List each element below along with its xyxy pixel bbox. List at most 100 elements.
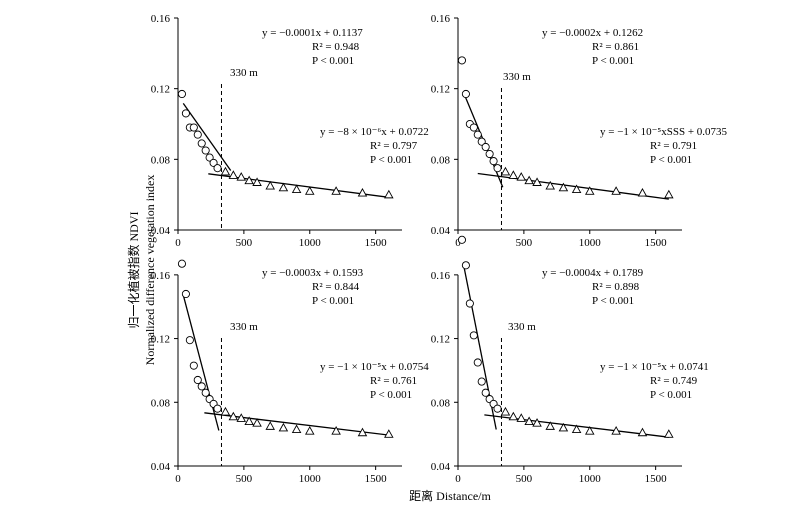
- equation-eq1-line1: y = −0.0001x + 0.1137: [262, 27, 363, 39]
- equation-eq1-r2: R² = 0.898: [592, 281, 640, 293]
- equation-eq2-line1: y = −1 × 10⁻⁵x + 0.0754: [320, 361, 429, 373]
- data-point-circle: [177, 89, 187, 99]
- data-point-triangle: [584, 426, 595, 435]
- data-point-circle: [473, 130, 482, 139]
- x-tick-label: 500: [236, 473, 253, 485]
- equation-eq2-r2: R² = 0.749: [650, 375, 698, 387]
- equation-eq1-p: P < 0.001: [312, 295, 354, 307]
- data-point-circle: [201, 146, 210, 155]
- data-point-triangle: [228, 170, 239, 179]
- x-tick-label: 0: [455, 473, 461, 485]
- equation-eq1-line1: y = −0.0003x + 0.1593: [262, 267, 364, 279]
- data-point-circle: [213, 404, 222, 413]
- equation-eq1-r2: R² = 0.861: [592, 41, 639, 53]
- y-tick-label: 0.12: [431, 84, 450, 96]
- data-point-triangle: [220, 406, 231, 416]
- data-point-circle: [461, 261, 470, 270]
- x-tick-label: 1500: [365, 237, 388, 249]
- data-point-triangle: [384, 429, 394, 438]
- equation-eq1-p: P < 0.001: [592, 295, 634, 307]
- data-point-triangle: [558, 422, 569, 432]
- y-tick-label: 0.08: [431, 397, 451, 409]
- equation-eq1-r2: R² = 0.948: [312, 41, 360, 53]
- threshold-label: 330 m: [508, 321, 536, 333]
- data-point-circle: [205, 153, 214, 162]
- y-tick-label: 0.04: [151, 461, 171, 473]
- y-axis-label-en: Normalized difference vegetation index: [143, 175, 157, 366]
- data-point-triangle: [545, 421, 556, 430]
- data-point-circle: [469, 331, 478, 340]
- data-point-circle: [177, 259, 187, 268]
- data-point-triangle: [244, 175, 254, 185]
- y-tick-label: 0.16: [431, 13, 451, 25]
- data-point-circle: [461, 89, 470, 99]
- y-tick-label: 0.08: [151, 397, 171, 409]
- data-point-triangle: [611, 426, 621, 435]
- data-point-circle: [477, 137, 486, 146]
- y-tick-label: 0.16: [151, 13, 171, 25]
- chart-panel-bottom-left: 0 500 1000 1500 0.04 0.08 0.12 0.16 330 m y = −0.…: [151, 259, 429, 485]
- equation-eq1-line1: y = −0.0004x + 0.1789: [542, 267, 644, 279]
- threshold-label: 330 m: [230, 321, 258, 333]
- data-point-triangle: [637, 427, 648, 437]
- threshold-label: 330 m: [230, 67, 258, 79]
- data-point-triangle: [558, 182, 569, 192]
- data-point-circle: [181, 109, 190, 118]
- equation-eq2-p: P < 0.001: [370, 154, 412, 166]
- data-point-circle: [181, 289, 190, 299]
- equation-eq2-p: P < 0.001: [370, 389, 412, 401]
- x-tick-label: 500: [516, 473, 533, 485]
- data-point-circle: [457, 56, 467, 65]
- data-point-circle: [481, 142, 490, 152]
- data-point-circle: [213, 164, 222, 173]
- equation-eq2-line1: y = −1 × 10⁻⁵xSSS + 0.0735: [600, 126, 728, 138]
- data-point-triangle: [516, 413, 527, 422]
- data-point-triangle: [265, 180, 276, 190]
- x-tick-label: 0: [175, 237, 181, 249]
- data-point-triangle: [228, 411, 239, 421]
- data-point-circle: [189, 123, 198, 132]
- data-point-triangle: [278, 422, 289, 432]
- x-tick-label: 0: [175, 473, 181, 485]
- data-point-circle: [477, 377, 486, 386]
- data-point-circle: [197, 139, 206, 148]
- chart-panel-top-right: 0 500 1000 1500 0.04 0.08 0.12 0.16 330 m y = −0.…: [431, 13, 728, 249]
- fit-line-near: [182, 294, 220, 431]
- data-point-triangle: [331, 426, 341, 435]
- data-point-circle: [469, 123, 478, 132]
- data-point-circle: [201, 388, 210, 397]
- data-point-triangle: [265, 421, 276, 430]
- chart-panel-top-left: 0 500 1000 1500 0.04 0.08 0.12 0.16 330 m y = −0.…: [151, 13, 429, 249]
- data-point-triangle: [508, 170, 519, 179]
- x-tick-label: 1000: [579, 473, 602, 485]
- equation-eq1-p: P < 0.001: [312, 55, 354, 67]
- data-point-circle: [489, 157, 498, 166]
- data-point-triangle: [500, 406, 511, 416]
- data-point-triangle: [524, 175, 534, 185]
- equation-eq1-line1: y = −0.0002x + 0.1262: [542, 27, 643, 39]
- data-point-triangle: [278, 182, 289, 192]
- equation-eq2-r2: R² = 0.791: [650, 140, 697, 152]
- data-point-triangle: [664, 189, 674, 199]
- data-point-circle: [481, 388, 490, 397]
- x-tick-label: 1500: [365, 473, 388, 485]
- x-tick-label: 1500: [645, 473, 668, 485]
- y-tick-label: 0.16: [151, 270, 171, 282]
- data-point-triangle: [584, 186, 595, 195]
- equation-eq2-p: P < 0.001: [650, 154, 692, 166]
- data-point-circle: [189, 361, 198, 370]
- data-point-circle: [209, 158, 218, 167]
- equation-eq2-r2: R² = 0.797: [370, 140, 418, 152]
- data-point-triangle: [236, 413, 247, 422]
- y-tick-label: 0.12: [151, 334, 170, 346]
- data-point-triangle: [236, 172, 247, 181]
- x-tick-label: 500: [236, 237, 253, 249]
- data-point-triangle: [532, 418, 542, 427]
- y-tick-label: 0.08: [431, 154, 451, 166]
- x-tick-label: 1000: [579, 237, 602, 249]
- equation-eq2-p: P < 0.001: [650, 389, 692, 401]
- x-tick-label: 1000: [299, 237, 322, 249]
- data-point-triangle: [291, 424, 302, 434]
- threshold-label: 330 m: [503, 71, 531, 83]
